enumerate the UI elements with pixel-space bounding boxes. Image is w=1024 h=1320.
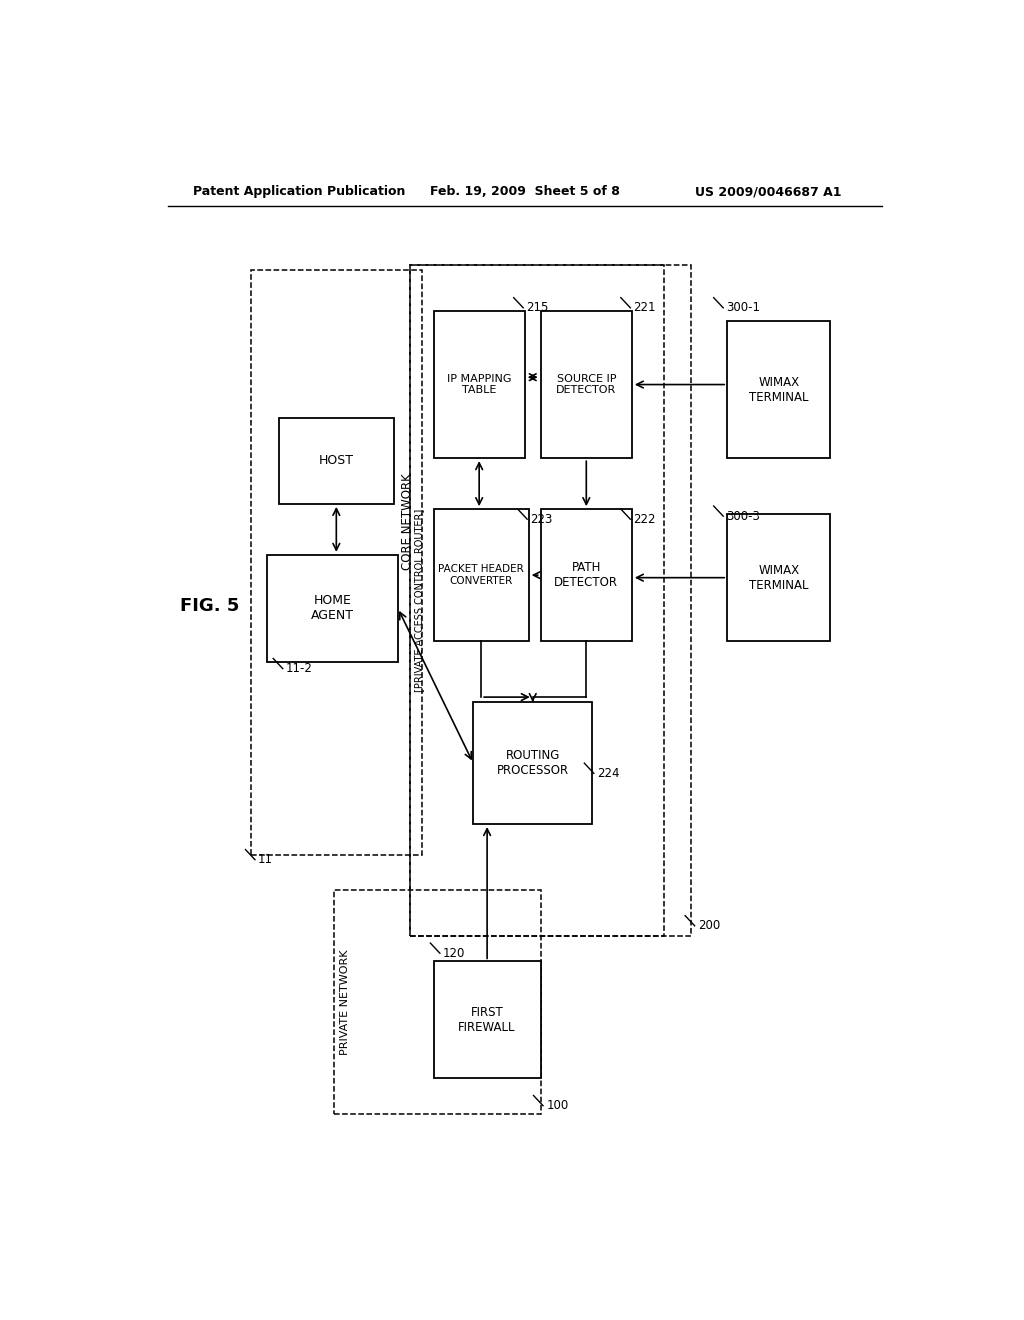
Text: FIG. 5: FIG. 5 [179,597,239,615]
Bar [410,265,664,936]
Text: 222: 222 [634,512,656,525]
Text: FIRST
FIREWALL: FIRST FIREWALL [459,1006,516,1034]
Bar [433,312,524,458]
Text: WIMAX
TERMINAL: WIMAX TERMINAL [749,564,809,591]
Bar [541,510,632,642]
Bar [727,321,830,458]
Text: US 2009/0046687 A1: US 2009/0046687 A1 [695,185,842,198]
Text: [PRIVATE ACCESS CONTROL ROUTER]: [PRIVATE ACCESS CONTROL ROUTER] [415,510,424,692]
Text: 300-3: 300-3 [726,510,760,523]
Text: 223: 223 [530,512,553,525]
Text: 224: 224 [597,767,620,780]
Text: ROUTING
PROCESSOR: ROUTING PROCESSOR [497,750,568,777]
Bar [727,515,830,642]
Bar [433,961,541,1078]
Text: HOME
AGENT: HOME AGENT [311,594,354,622]
Text: 11-2: 11-2 [286,663,312,675]
Bar [279,417,394,504]
Text: PATH
DETECTOR: PATH DETECTOR [554,561,618,589]
Bar [267,554,397,661]
Bar [251,271,422,854]
Text: IP MAPPING
TABLE: IP MAPPING TABLE [446,374,511,396]
Bar [473,702,592,824]
Text: Feb. 19, 2009  Sheet 5 of 8: Feb. 19, 2009 Sheet 5 of 8 [430,185,620,198]
Text: CORE NETWORK: CORE NETWORK [400,474,414,570]
Text: 100: 100 [546,1100,568,1113]
Bar [541,312,632,458]
Text: HOST: HOST [318,454,354,467]
Text: Patent Application Publication: Patent Application Publication [194,185,406,198]
Text: SOURCE IP
DETECTOR: SOURCE IP DETECTOR [556,374,616,396]
Text: 300-1: 300-1 [726,301,761,314]
Text: WIMAX
TERMINAL: WIMAX TERMINAL [749,376,809,404]
Bar [334,890,541,1114]
Text: 215: 215 [526,301,549,314]
Text: 200: 200 [697,919,720,932]
Text: PRIVATE NETWORK: PRIVATE NETWORK [340,949,350,1055]
Text: 120: 120 [443,946,466,960]
Text: PACKET HEADER
CONVERTER: PACKET HEADER CONVERTER [438,565,524,586]
Bar [410,265,691,936]
Text: 11: 11 [258,853,273,866]
Text: 221: 221 [634,301,656,314]
Bar [433,510,528,642]
